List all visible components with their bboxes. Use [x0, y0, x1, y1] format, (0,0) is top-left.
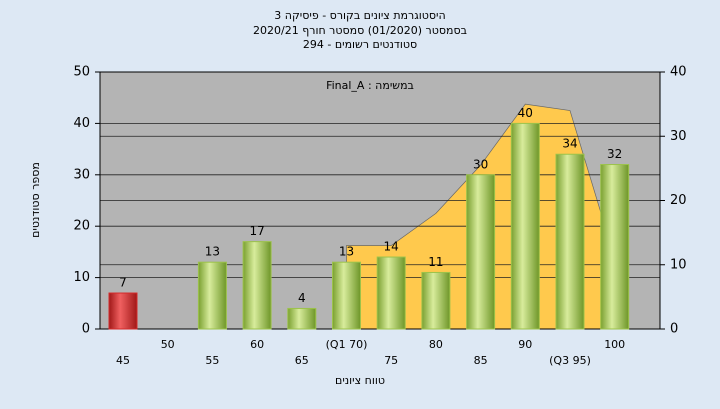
- subtitle: בסמסטר (01/2020) סמסטר חורף 2020/21: [253, 24, 467, 37]
- y-tick-label: 30: [73, 167, 90, 182]
- x-tick-label: 100: [604, 338, 625, 351]
- chart-title: היסטוגרמת ציונים בקורס - פיסיקה 3: [274, 9, 445, 22]
- data-label: 40: [518, 106, 533, 120]
- bar: [197, 261, 227, 330]
- data-label: 13: [339, 245, 354, 259]
- subtitle: סטודנטים רשומים - 294: [303, 38, 417, 51]
- bar: [108, 292, 138, 330]
- data-label: 14: [384, 240, 399, 254]
- y2-tick-label: 20: [670, 193, 687, 208]
- bar: [421, 271, 451, 330]
- data-label: 30: [473, 157, 488, 171]
- x-tick-label: 75: [384, 354, 398, 367]
- bar: [332, 261, 361, 330]
- data-label: 11: [428, 255, 443, 269]
- bar: [600, 164, 630, 330]
- bar: [510, 122, 540, 330]
- data-label: 32: [607, 147, 622, 161]
- y-tick-label: 10: [73, 270, 90, 285]
- x-tick-label: 60: [250, 338, 264, 351]
- y2-tick-label: 40: [670, 65, 687, 80]
- x-tick-label: 45: [116, 354, 130, 367]
- data-label: 17: [249, 224, 264, 238]
- y-tick-label: 0: [82, 322, 90, 337]
- y2-tick-label: 10: [670, 257, 687, 272]
- bar: [242, 241, 272, 330]
- y-tick-label: 20: [73, 219, 90, 234]
- bar: [555, 153, 585, 330]
- x-tick-label: 85: [474, 354, 488, 367]
- data-label: 34: [562, 137, 577, 151]
- x-tick-label: (Q1 70): [326, 338, 368, 351]
- x-tick-label: 50: [161, 338, 175, 351]
- data-label: 13: [205, 245, 220, 259]
- x-tick-label: 90: [518, 338, 532, 351]
- data-label: 4: [298, 291, 306, 305]
- bar: [287, 307, 317, 330]
- x-tick-label: (Q3 95): [549, 354, 591, 367]
- y-axis-label: מספר סטודנטים: [29, 162, 42, 238]
- x-tick-label: 80: [429, 338, 443, 351]
- data-label: 7: [119, 276, 127, 290]
- x-tick-label: 65: [295, 354, 309, 367]
- y-tick-label: 50: [73, 65, 90, 80]
- y2-tick-label: 0: [670, 322, 678, 337]
- annotation: במשימה : Final_A: [326, 79, 414, 92]
- y2-tick-label: 30: [670, 129, 687, 144]
- y-tick-label: 40: [73, 116, 90, 131]
- x-tick-label: 55: [205, 354, 219, 367]
- bar: [466, 174, 496, 330]
- x-axis-label: טווח ציונים: [335, 374, 385, 387]
- bar: [376, 256, 406, 330]
